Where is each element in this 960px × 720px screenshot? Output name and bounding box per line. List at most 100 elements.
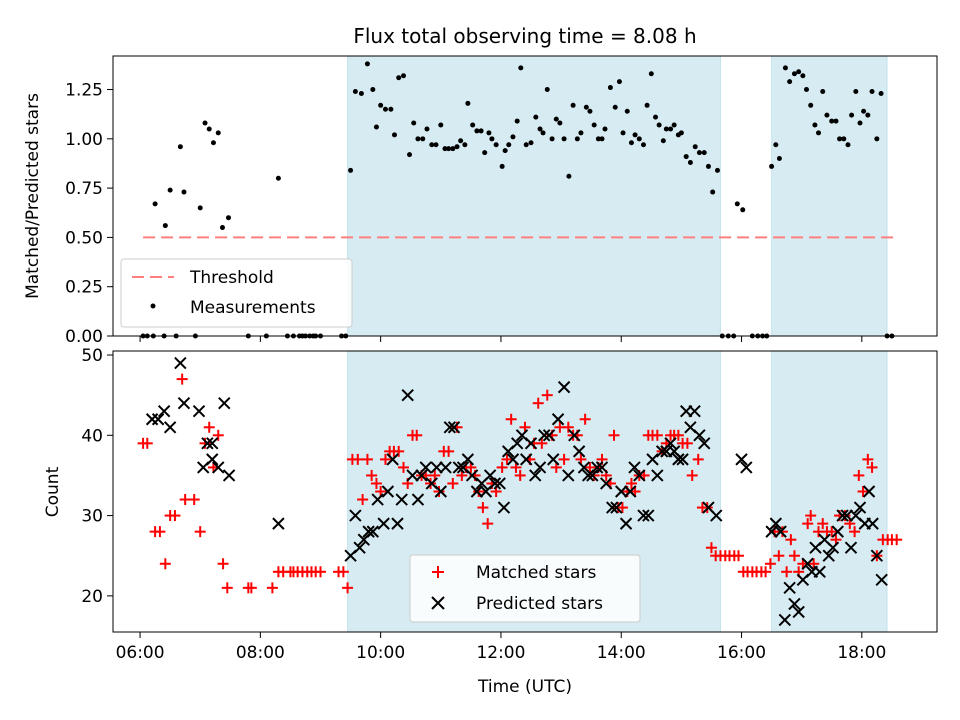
measurement-point bbox=[470, 122, 476, 128]
matched-star-point bbox=[188, 494, 200, 506]
legend-measurements-label: Measurements bbox=[190, 298, 316, 318]
count-x-tick-label: 06:00 bbox=[116, 643, 165, 663]
measurement-point bbox=[668, 126, 674, 132]
predicted-star-point bbox=[853, 501, 867, 514]
predicted-star-point bbox=[562, 469, 575, 482]
predicted-star-point bbox=[610, 501, 623, 514]
measurement-point bbox=[442, 146, 448, 152]
matched-star-point bbox=[805, 510, 817, 522]
predicted-star-point bbox=[792, 605, 805, 619]
measurement-point bbox=[776, 156, 782, 162]
matched-star-point bbox=[217, 558, 229, 570]
measurement-point bbox=[734, 201, 740, 207]
predicted-star-point bbox=[212, 461, 225, 474]
measurement-point bbox=[636, 136, 642, 142]
matched-star-point bbox=[625, 477, 637, 489]
matched-star-point bbox=[616, 502, 628, 514]
matched-star-point bbox=[532, 397, 544, 409]
measurement-point bbox=[812, 122, 818, 128]
measurement-point bbox=[687, 159, 693, 165]
matched-star-point bbox=[808, 558, 820, 570]
matched-star-point bbox=[496, 461, 508, 473]
measurement-point bbox=[478, 128, 484, 134]
matched-star-point bbox=[398, 461, 410, 473]
predicted-star-point bbox=[866, 517, 879, 530]
measurement-point bbox=[415, 136, 421, 142]
matched-star-point bbox=[212, 429, 224, 441]
measurement-point bbox=[225, 215, 231, 221]
predicted-star-point bbox=[664, 437, 677, 450]
measurement-point bbox=[656, 122, 662, 128]
matched-star-point bbox=[781, 566, 793, 578]
predicted-star-point bbox=[778, 613, 792, 627]
matched-star-point bbox=[817, 518, 829, 530]
predicted-star-point bbox=[381, 485, 395, 498]
matched-star-point bbox=[853, 469, 865, 481]
predicted-star-point bbox=[371, 493, 384, 506]
matched-star-point bbox=[447, 477, 459, 489]
matched-star-point bbox=[857, 486, 869, 497]
matched-star-point bbox=[891, 534, 903, 546]
matched-star-point bbox=[579, 413, 591, 425]
predicted-star-point bbox=[443, 421, 457, 434]
matched-star-point bbox=[788, 550, 800, 562]
matched-star-point bbox=[692, 453, 704, 465]
matched-star-point bbox=[514, 469, 526, 481]
count-legend: Matched stars Predicted stars bbox=[409, 554, 641, 623]
measurement-point bbox=[493, 142, 499, 148]
measurement-point bbox=[388, 106, 394, 112]
observing-span bbox=[771, 55, 888, 337]
matched-star-point bbox=[366, 469, 378, 481]
predicted-star-point bbox=[633, 469, 646, 482]
measurement-point bbox=[648, 71, 654, 77]
predicted-star-point bbox=[465, 469, 479, 482]
predicted-star-point bbox=[813, 565, 826, 578]
legend-measurements-swatch bbox=[150, 303, 156, 309]
count-axes-frame bbox=[112, 350, 938, 633]
measurement-point bbox=[528, 140, 534, 146]
measurement-point bbox=[219, 225, 225, 231]
predicted-star-point bbox=[547, 453, 560, 466]
predicted-star-point bbox=[506, 453, 520, 466]
measurement-point bbox=[506, 142, 512, 148]
matched-star-point bbox=[443, 445, 455, 457]
predicted-stars-points bbox=[145, 356, 888, 627]
count-x-tick-label: 16:00 bbox=[717, 643, 766, 663]
measurement-point bbox=[370, 87, 376, 93]
measurement-point bbox=[514, 118, 520, 124]
count-y-tick-label: 30 bbox=[81, 507, 103, 527]
predicted-star-point bbox=[163, 421, 177, 434]
measurement-point bbox=[429, 142, 435, 148]
predicted-star-point bbox=[391, 517, 404, 530]
predicted-star-point bbox=[693, 429, 706, 442]
measurement-point bbox=[829, 118, 835, 124]
measurement-point bbox=[705, 163, 711, 169]
matched-star-point bbox=[760, 566, 772, 578]
matched-star-point bbox=[357, 494, 369, 506]
count-x-ticks: 06:00 08:00 10:00 12:00 14:00 16:00 18:00 bbox=[116, 632, 886, 663]
predicted-star-point bbox=[590, 461, 604, 474]
count-y-axis-label: Count bbox=[43, 466, 63, 517]
measurement-point bbox=[869, 88, 875, 94]
measurement-point bbox=[396, 75, 402, 81]
measurement-point bbox=[181, 189, 187, 195]
count-x-tick-label: 10:00 bbox=[356, 643, 405, 663]
measurement-point bbox=[152, 201, 158, 207]
predicted-star-point bbox=[510, 437, 524, 450]
measurement-point bbox=[177, 144, 183, 150]
predicted-star-point bbox=[688, 405, 701, 418]
predicted-star-point bbox=[875, 573, 888, 587]
predicted-star-point bbox=[769, 517, 783, 530]
ratio-y-tick-label: 0.25 bbox=[65, 278, 103, 298]
matched-star-point bbox=[541, 389, 553, 401]
matched-star-point bbox=[361, 453, 373, 465]
matched-star-point bbox=[733, 550, 745, 562]
predicted-star-point bbox=[415, 469, 428, 482]
matched-star-point bbox=[433, 486, 445, 497]
measurement-point bbox=[561, 136, 567, 142]
predicted-star-point bbox=[557, 380, 571, 394]
count-legend-box bbox=[409, 554, 641, 623]
predicted-star-point bbox=[177, 396, 191, 410]
measurement-point bbox=[450, 146, 456, 152]
matched-star-point bbox=[866, 461, 878, 473]
